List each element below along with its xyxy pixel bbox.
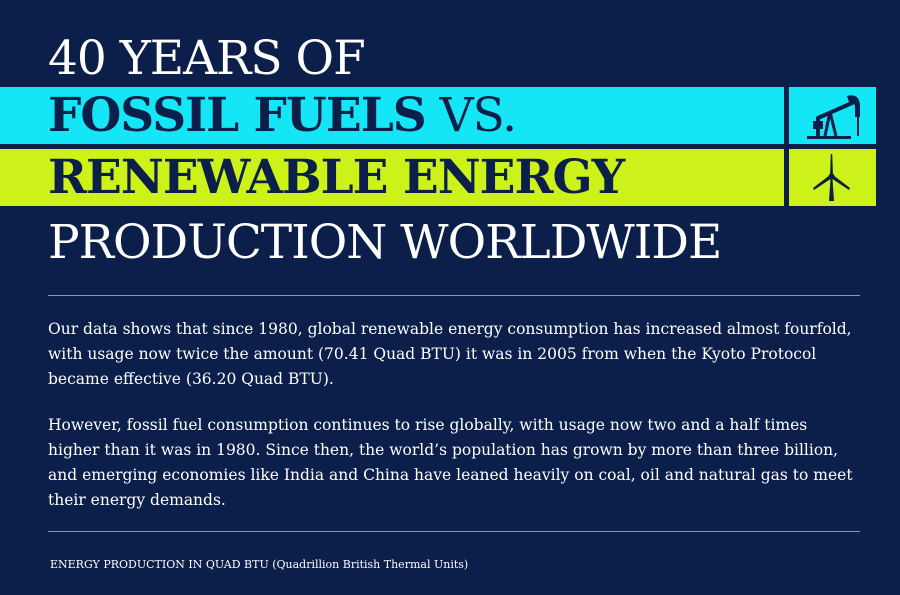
units-footnote: ENERGY PRODUCTION IN QUAD BTU (Quadrilli… (50, 558, 469, 571)
renewable-energy-band (0, 149, 784, 206)
title-line-2: FOSSIL FUELS VS. (48, 87, 517, 144)
fossil-icon-box (789, 87, 876, 144)
fossil-fuels-text: FOSSIL FUELS (48, 88, 427, 143)
divider-bottom (48, 531, 860, 532)
paragraph-fossil-fuels: However, fossil fuel consumption continu… (48, 416, 853, 509)
divider-top (48, 295, 860, 296)
wind-turbine-icon (813, 154, 850, 201)
fossil-fuels-band (0, 87, 784, 144)
vs-text: VS. (425, 88, 517, 143)
oil-pump-icon (807, 95, 860, 139)
title-line-1: 40 YEARS OF (48, 31, 366, 86)
title-line-4: PRODUCTION WORLDWIDE (48, 215, 722, 270)
title-line-3: RENEWABLE ENERGY (48, 150, 625, 205)
renewable-icon-box (789, 149, 876, 206)
paragraph-renewables: Our data shows that since 1980, global r… (48, 320, 852, 388)
